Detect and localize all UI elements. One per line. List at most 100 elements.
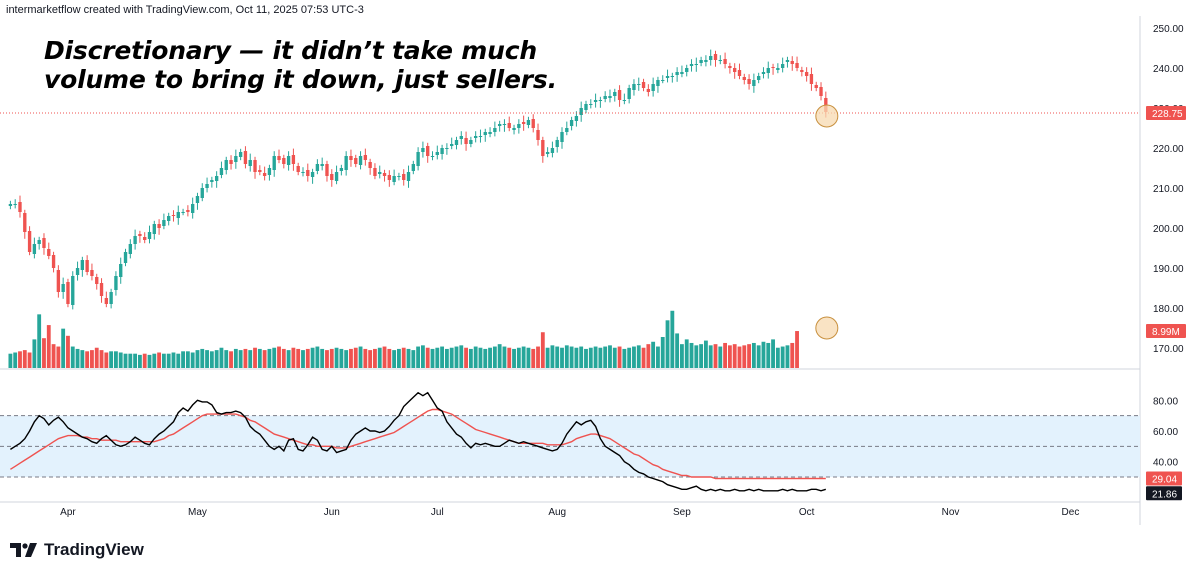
volume-bar [656, 346, 660, 368]
volume-bar [502, 346, 507, 368]
candle-body [641, 82, 646, 88]
candle-body [296, 166, 300, 172]
time-axis: Apr May Jun Jul Aug Sep Oct Nov Dec [60, 507, 1079, 518]
candle-body [689, 64, 694, 66]
candle-body [47, 249, 51, 256]
candle-body [56, 270, 61, 292]
price-tick-label: 210.00 [1153, 184, 1184, 195]
candle-body [761, 72, 766, 74]
volume-bar [123, 353, 128, 368]
candle-body [354, 158, 358, 164]
candle-body [190, 204, 195, 213]
candle-body [454, 140, 459, 145]
volume-bar [104, 352, 109, 368]
volume-bar [329, 348, 334, 368]
candle-body [66, 282, 70, 304]
volume-bar [209, 351, 214, 368]
rsi-line [10, 391, 827, 492]
candle-body [162, 220, 166, 226]
volume-bar [694, 345, 699, 368]
candle-body [186, 210, 190, 212]
candle-body [282, 158, 286, 164]
volume-bar [790, 342, 795, 368]
volume-bar [233, 348, 238, 368]
candle-body [589, 104, 593, 105]
volume-bar [464, 347, 468, 368]
volume-bar [766, 342, 771, 368]
volume-bar [387, 348, 392, 368]
candle-body [814, 85, 818, 88]
candle-body [272, 156, 276, 170]
volume-bar [291, 347, 296, 368]
volume-bar [665, 320, 670, 368]
candle-body [392, 176, 396, 182]
volume-bar [411, 350, 416, 368]
candle-body [234, 156, 238, 162]
candle-body [167, 216, 171, 221]
volume-bar [200, 348, 205, 368]
candle-body [809, 74, 814, 84]
volume-bar [435, 347, 440, 368]
volume-bar [219, 347, 224, 368]
volume-bar [684, 339, 689, 368]
volume-bar [444, 348, 449, 368]
volume-bar [392, 350, 397, 368]
candle-body [718, 60, 722, 61]
candle-body [713, 54, 718, 60]
candle-body [637, 84, 641, 85]
volume-bar [492, 346, 497, 368]
volume-bar [689, 342, 694, 368]
candle-body [646, 89, 651, 92]
candle-body [622, 100, 627, 101]
candle-body [771, 67, 775, 68]
candle-body [569, 120, 574, 126]
price-highlight-circle [815, 104, 839, 128]
volume-bar [425, 347, 430, 368]
candle-body [450, 144, 454, 146]
volume-bar [157, 352, 162, 368]
candle-body [219, 168, 224, 175]
rsi-pane: 80.00 60.00 40.00 29.04 21.86 [0, 391, 1182, 501]
candle-body [512, 128, 516, 130]
volume-bar [37, 314, 42, 368]
volume-bar [99, 350, 104, 368]
time-tick-label: Oct [799, 507, 815, 518]
time-tick-label: Aug [548, 507, 566, 518]
candle-body [795, 63, 799, 68]
volume-bar [627, 347, 632, 368]
candle-body [459, 136, 463, 139]
volume-bar [742, 345, 747, 368]
volume-bar [257, 348, 262, 368]
candle-body [27, 231, 32, 252]
candle-body [426, 146, 430, 156]
candle-body [99, 283, 104, 296]
candle-body [339, 168, 344, 171]
candle-body [397, 176, 401, 177]
footer-logo[interactable]: TradingView [10, 540, 144, 560]
rsi-value-label-bg [1146, 486, 1182, 501]
candle-body [608, 96, 612, 98]
candle-body [363, 155, 368, 160]
volume-bar [420, 345, 425, 368]
candle-body [200, 188, 204, 198]
candle-body [37, 240, 41, 244]
rsi-ma-line [10, 408, 826, 480]
volume-bar [608, 345, 612, 368]
candle-body [656, 80, 660, 86]
volume-bar [703, 340, 708, 368]
volume-bar [459, 345, 464, 368]
volume-bar [142, 353, 147, 368]
volume-bar [531, 348, 536, 368]
candle-body [507, 123, 511, 128]
candle-body [493, 128, 497, 132]
volume-bar [248, 350, 253, 368]
candle-body [291, 155, 296, 164]
candle-body [473, 136, 478, 138]
volume-label: 8.99M [1152, 327, 1180, 338]
candle-body [406, 172, 411, 181]
volume-bar [440, 346, 445, 368]
candle-body [502, 124, 507, 125]
candle-body [13, 204, 17, 205]
volume-bar [358, 346, 363, 368]
